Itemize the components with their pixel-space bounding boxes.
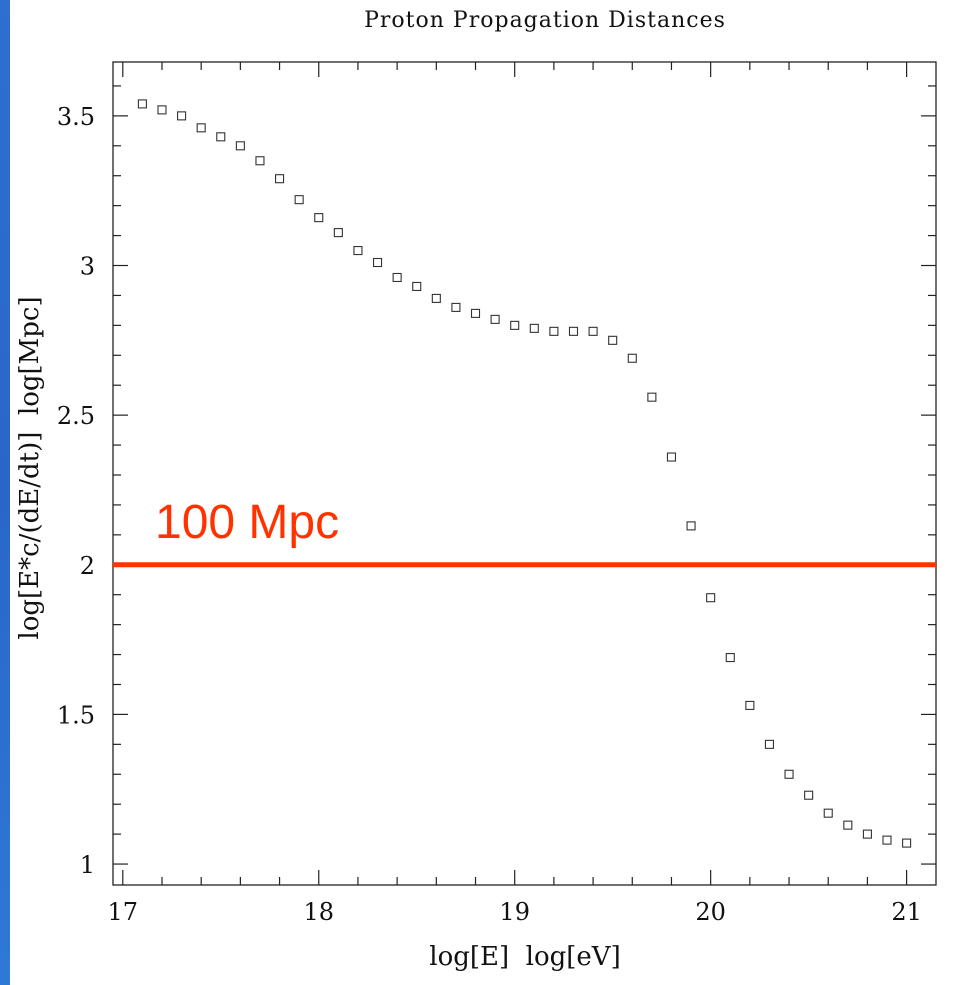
data-points — [137, 99, 912, 848]
x-tick-label: 20 — [695, 898, 726, 926]
data-point — [647, 392, 657, 402]
chart-title: Proton Propagation Distances — [364, 8, 726, 33]
x-axis-tick-labels: 17 18 19 20 21 — [108, 898, 922, 926]
y-axis-label: log[E*c/(dE/dt)] log[Mpc] — [15, 296, 45, 639]
data-point — [588, 326, 598, 336]
data-point — [275, 174, 285, 184]
y-tick-label: 1 — [80, 851, 95, 879]
data-point — [157, 105, 167, 115]
x-tick-label: 18 — [303, 898, 334, 926]
data-point — [470, 308, 481, 318]
reference-line-label: 100 Mpc — [155, 496, 339, 549]
data-point — [431, 293, 441, 303]
data-point — [235, 141, 245, 151]
data-point — [745, 700, 755, 710]
data-point — [686, 521, 696, 531]
data-point — [804, 790, 814, 800]
data-point — [882, 835, 892, 845]
data-point — [666, 452, 677, 462]
data-point — [451, 302, 461, 312]
x-axis-ticks — [122, 62, 908, 885]
plot-frame — [112, 61, 937, 886]
chart-background — [10, 0, 978, 985]
data-point — [392, 272, 402, 283]
data-point — [843, 820, 853, 830]
data-point — [196, 123, 206, 133]
y-tick-label: 3.5 — [57, 103, 95, 131]
data-point — [333, 228, 343, 238]
data-point — [216, 132, 226, 142]
data-point — [902, 838, 912, 848]
data-point — [353, 245, 363, 256]
data-point — [510, 320, 520, 330]
data-point — [725, 653, 735, 663]
y-tick-label: 2.5 — [57, 402, 95, 430]
y-tick-label: 1.5 — [57, 701, 95, 729]
y-axis-ticks — [113, 85, 936, 865]
data-point — [314, 213, 324, 223]
data-point — [568, 326, 579, 336]
y-tick-label: 3 — [80, 253, 95, 281]
data-point — [823, 808, 833, 818]
data-point — [764, 739, 774, 749]
data-point — [137, 99, 147, 109]
data-point — [784, 769, 794, 779]
data-point — [549, 326, 559, 336]
x-tick-label: 21 — [891, 898, 922, 926]
x-tick-label: 19 — [499, 898, 530, 926]
data-point — [529, 323, 539, 333]
data-point — [862, 829, 872, 839]
data-point — [608, 335, 618, 345]
data-point — [412, 281, 422, 292]
data-point — [255, 156, 265, 166]
x-axis-label: log[E] log[eV] — [429, 942, 620, 972]
y-axis-tick-labels: 1 1.5 2 2.5 3 3.5 — [57, 103, 95, 879]
data-point — [706, 593, 716, 603]
data-point — [627, 353, 637, 363]
y-tick-label: 2 — [80, 552, 95, 580]
data-point — [372, 257, 383, 268]
data-point — [177, 111, 187, 121]
data-point — [490, 314, 500, 324]
data-point — [294, 195, 304, 205]
x-tick-label: 17 — [108, 898, 139, 926]
